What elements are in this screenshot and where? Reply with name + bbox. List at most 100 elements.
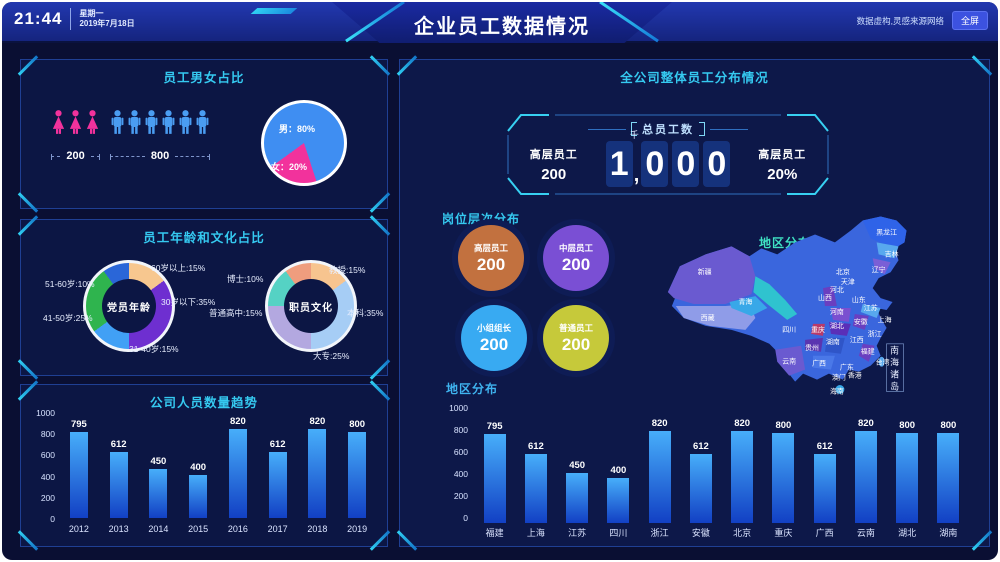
male-icon (196, 110, 209, 134)
y-tick: 1000 (449, 403, 468, 413)
male-icon (111, 110, 124, 134)
bar-column: 800 2019 (347, 408, 367, 534)
total-label-row: 总员工数 (503, 121, 833, 137)
position-label: 普通员工 (558, 322, 593, 333)
header-right: 数据虚构,灵感来源网络 全屏 (857, 11, 988, 30)
province-label: 江西 (850, 336, 864, 344)
bar (69, 432, 88, 518)
donut-segment-label: 41-50岁:25% (43, 313, 93, 323)
bar-column: 820 2016 (228, 408, 248, 534)
bar (566, 473, 589, 523)
bar-category: 江苏 (568, 528, 587, 538)
province-label: 上海 (878, 315, 892, 324)
unit-label: 千 (629, 130, 639, 140)
male-icon (145, 110, 158, 134)
gender-pie-chart (261, 100, 347, 186)
province-label: 北京 (836, 267, 850, 276)
position-circle-inner: 高层员工 200 (458, 225, 524, 291)
pictogram-group-female: 200 (51, 102, 101, 162)
bar-value: 450 (569, 460, 586, 471)
bar-value: 800 (775, 420, 792, 431)
y-tick: 800 (40, 429, 55, 440)
digit-comma: , (633, 164, 640, 186)
position-circle: 小组组长 200 (455, 299, 533, 377)
bar-value: 612 (816, 441, 833, 452)
trend-y-axis: 1000 800 600 400 200 0 (29, 408, 55, 524)
y-tick: 0 (50, 513, 55, 524)
y-tick: 600 (40, 450, 55, 461)
total-employees-label: 总员工数 (642, 124, 694, 136)
bar-category: 福建 (485, 528, 504, 538)
bar-category: 上海 (526, 528, 545, 538)
bar (813, 454, 836, 523)
province-label: 江苏 (864, 303, 878, 312)
bar (348, 432, 367, 518)
y-tick: 0 (463, 513, 468, 523)
flip-digit: 1 (605, 141, 633, 187)
bar-column: 800 湖北 (896, 409, 919, 538)
bar-column: 400 四川 (607, 409, 630, 538)
bar-column: 612 2017 (268, 408, 288, 534)
bar-column: 820 云南 (854, 409, 877, 538)
weekday-label: 星期一 (79, 9, 104, 18)
position-value: 200 (479, 334, 509, 354)
bar (109, 452, 128, 518)
bar-category: 2012 (68, 524, 89, 534)
donut-center-label: 党员年龄 (102, 279, 156, 333)
region-chart-title: 地区分布 (446, 382, 499, 396)
bracket-line (51, 153, 61, 160)
bar-column: 612 2013 (109, 408, 129, 534)
data-source-note: 数据虚构,灵感来源网络 (856, 15, 944, 26)
donut-chart-education: 职员文化 (265, 260, 357, 352)
bar-value: 612 (527, 441, 544, 452)
bar-column: 450 江苏 (566, 409, 589, 538)
bar-category: 2013 (108, 524, 129, 534)
bar-value: 820 (651, 418, 668, 429)
frame-decoration (507, 114, 829, 195)
senior-staff-count: 高层员工 200 (529, 148, 578, 183)
bar-category: 2015 (188, 524, 209, 534)
male-icon (162, 110, 175, 134)
panel-headcount-trend: 公司人员数量趋势 1000 800 600 400 200 0 795 2012 612 201… (17, 380, 391, 551)
bar-value: 820 (857, 418, 874, 429)
sea-islands-label: 南海诸岛 (890, 345, 899, 392)
corner-accent-icon (369, 359, 391, 380)
bar-value: 795 (486, 421, 503, 432)
bar (896, 433, 919, 523)
y-tick: 200 (40, 492, 55, 503)
pie-label-male: 男：80% (279, 124, 316, 134)
position-circle: 中层员工 200 (537, 219, 615, 297)
flip-digit: 0 (641, 141, 669, 187)
donut-segment-label: 30岁以下:35% (161, 297, 216, 307)
y-tick: 200 (453, 491, 468, 501)
province-label: 吉林 (885, 249, 899, 258)
province-label: 台湾 (876, 358, 890, 367)
bar (648, 431, 671, 523)
province-label: 云南 (782, 357, 796, 366)
bar (483, 434, 506, 523)
province-label: 浙江 (868, 329, 882, 338)
fullscreen-button[interactable]: 全屏 (951, 11, 988, 30)
province-label: 山东 (852, 295, 866, 304)
donut-segment-label: 60岁以上:15% (151, 263, 206, 273)
bar-category: 2017 (267, 524, 288, 534)
province-label: 天津 (841, 278, 855, 286)
province-label: 新疆 (698, 267, 712, 276)
bar-category: 2019 (347, 524, 368, 534)
donut-chart-party-age: 党员年龄 (83, 260, 175, 352)
female-icon (86, 110, 99, 134)
panel-title: 员工男女占比 (163, 71, 245, 85)
panel-title: 公司人员数量趋势 (149, 396, 258, 410)
clock-divider (70, 8, 72, 30)
date-block: 星期一 2019年7月18日 (79, 9, 134, 29)
title-banner: 企业员工数据情况 (332, 2, 672, 43)
y-tick: 1000 (36, 408, 55, 418)
male-icon (179, 110, 192, 134)
bar-column: 612 上海 (524, 409, 547, 538)
province-label: 河北 (830, 286, 844, 294)
bar-value: 612 (269, 439, 286, 450)
bracket-line (175, 153, 211, 160)
donut-segment-label: 51-60岁:10% (45, 279, 95, 289)
